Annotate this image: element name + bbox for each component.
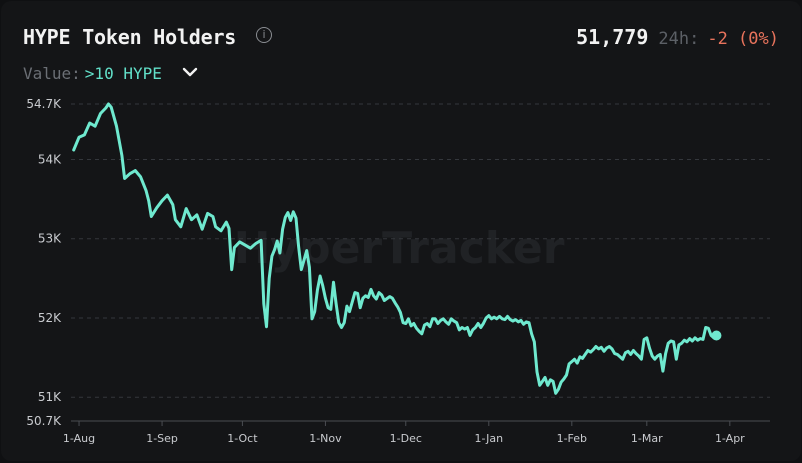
grid-lines: [71, 103, 770, 422]
holder-stats: 51,779 24h: -2 (0%): [576, 25, 779, 49]
series-line: [72, 102, 718, 395]
y-tick-label: 54.7K: [26, 97, 62, 111]
x-tick-label: 1-Feb: [557, 432, 587, 445]
x-tick-label: 1-Apr: [715, 432, 745, 445]
chevron-down-icon[interactable]: [182, 62, 198, 81]
change-24h-value: -2 (0%): [707, 29, 779, 49]
info-icon[interactable]: i: [256, 27, 272, 43]
x-tick-label: 1-Oct: [227, 432, 258, 445]
x-tick-label: 1-Mar: [631, 432, 663, 445]
value-filter-dropdown[interactable]: Value: >10 HYPE: [23, 62, 198, 83]
x-tick-label: 1-Aug: [63, 432, 95, 445]
x-tick-label: 1-Jan: [475, 432, 504, 445]
watermark: HyperTracker: [234, 223, 565, 274]
x-tick-label: 1-Nov: [309, 432, 342, 445]
x-axis-ticks: 1-Aug 1-Sep 1-Oct 1-Nov 1-Dec 1-Jan 1-Feb 1-Mar…: [63, 421, 745, 445]
last-point-marker[interactable]: [711, 330, 722, 341]
y-tick-label: 54K: [38, 152, 62, 166]
chart-title: HYPE Token Holders: [23, 25, 237, 49]
change-24h-label: 24h:: [658, 29, 700, 49]
y-axis-ticks: 54.7K 54K 53K 52K 51K 50.7K: [26, 97, 62, 428]
y-tick-label: 51K: [38, 390, 62, 404]
x-tick-label: 1-Sep: [146, 432, 178, 445]
y-tick-label: 52K: [38, 311, 62, 325]
value-filter-label: Value:: [23, 64, 81, 83]
value-filter-selected[interactable]: >10 HYPE: [84, 64, 162, 83]
y-tick-label: 50.7K: [26, 414, 62, 428]
x-tick-label: 1-Dec: [390, 432, 422, 445]
holder-count: 51,779: [576, 25, 649, 49]
card-header: HYPE Token Holders i 51,779 24h: -2 (0%): [23, 25, 779, 51]
y-tick-label: 53K: [38, 232, 62, 246]
